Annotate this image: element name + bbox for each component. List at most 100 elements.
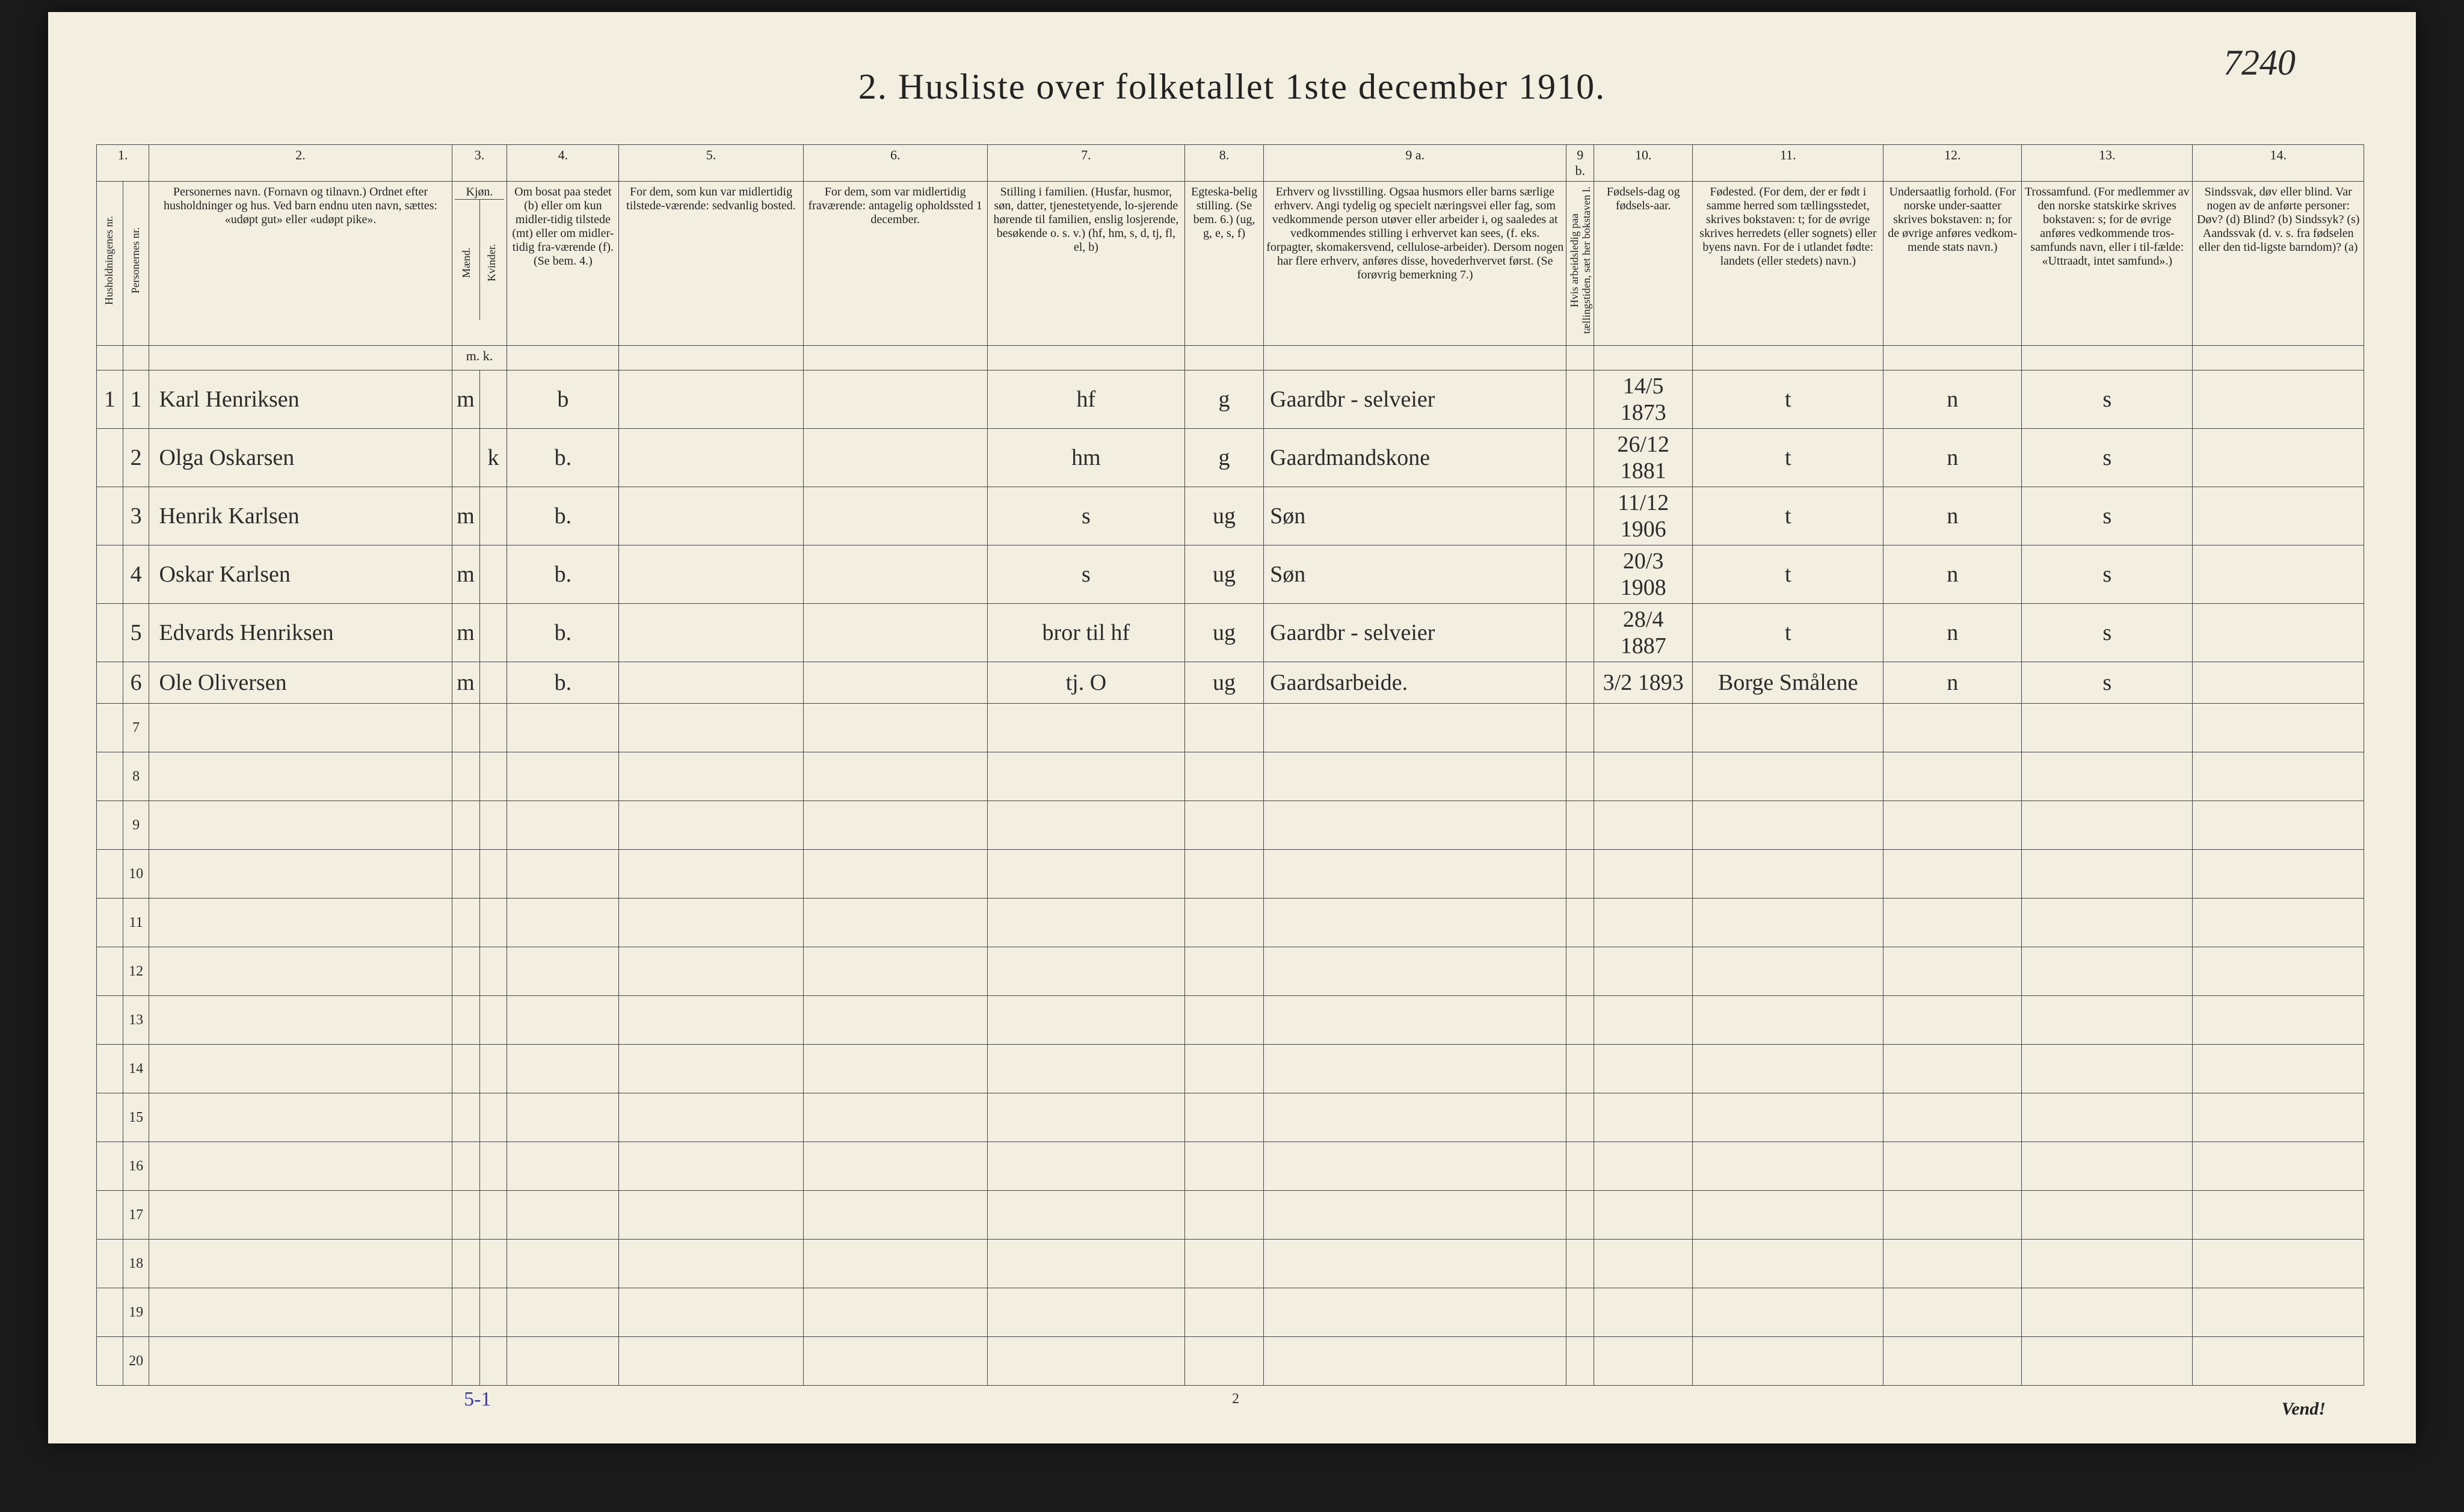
cell-c11: Borge Smålene [1693, 662, 1883, 704]
cell-empty [619, 947, 803, 996]
mk-label: m. k. [452, 346, 507, 370]
cell-m: m [452, 487, 479, 545]
cell-empty [1566, 1240, 1594, 1288]
cell-c14 [2193, 604, 2364, 662]
colnum-4: 4. [507, 145, 619, 182]
cell-empty [1184, 1288, 1263, 1337]
cell-empty [1594, 1240, 1693, 1288]
cell-empty [1566, 947, 1594, 996]
cell-empty [1264, 752, 1566, 801]
cell-hh [97, 545, 123, 604]
cell-c11: t [1693, 604, 1883, 662]
cell-empty [987, 1191, 1184, 1240]
cell-c7: bror til hf [987, 604, 1184, 662]
cell-empty [1693, 801, 1883, 850]
cell-empty [803, 1093, 987, 1142]
cell-empty [619, 1288, 803, 1337]
cell-empty [1566, 704, 1594, 752]
cell-empty [1566, 996, 1594, 1045]
cell-c7: tj. O [987, 662, 1184, 704]
cell-b: b. [507, 429, 619, 487]
cell-c11: t [1693, 429, 1883, 487]
cell-c11: t [1693, 370, 1883, 429]
cell-empty [452, 996, 479, 1045]
cell-c9a: Søn [1264, 545, 1566, 604]
cell-empty [987, 801, 1184, 850]
cell-empty [619, 996, 803, 1045]
cell-c5 [619, 545, 803, 604]
colnum-12: 12. [1883, 145, 2022, 182]
cell-c12: n [1883, 429, 2022, 487]
cell-empty [479, 1093, 507, 1142]
cell-empty [987, 1093, 1184, 1142]
cell-empty [1566, 1093, 1594, 1142]
cell-empty [1883, 704, 2022, 752]
cell-empty [149, 752, 452, 801]
cell-c12: n [1883, 370, 2022, 429]
cell-empty [149, 1093, 452, 1142]
header-birthdate: Fødsels-dag og fødsels-aar. [1594, 182, 1693, 346]
cell-c8: ug [1184, 545, 1263, 604]
cell-pn: 20 [123, 1337, 149, 1386]
cell-c9a: Gaardbr - selveier [1264, 604, 1566, 662]
cell-empty [1264, 1093, 1566, 1142]
cell-pn: 4 [123, 545, 149, 604]
cell-c9b [1566, 487, 1594, 545]
cell-c7: hm [987, 429, 1184, 487]
cell-empty [149, 1240, 452, 1288]
cell-m: m [452, 545, 479, 604]
cell-empty [149, 801, 452, 850]
table-row: 8 [97, 752, 2364, 801]
cell-empty [149, 899, 452, 947]
cell-c8: g [1184, 370, 1263, 429]
handwritten-page-number: 7240 [2223, 42, 2296, 84]
cell-c14 [2193, 487, 2364, 545]
cell-empty [987, 899, 1184, 947]
cell-empty [452, 1337, 479, 1386]
colnum-13: 13. [2022, 145, 2193, 182]
cell-c13: s [2022, 429, 2193, 487]
cell-c11: t [1693, 487, 1883, 545]
cell-empty [1594, 704, 1693, 752]
cell-b: b. [507, 487, 619, 545]
cell-empty [1566, 752, 1594, 801]
cell-hh: 1 [97, 370, 123, 429]
cell-empty [619, 1240, 803, 1288]
header-temp-present: For dem, som kun var midlertidig tilsted… [619, 182, 803, 346]
header-religion: Trossamfund. (For medlemmer av den norsk… [2022, 182, 2193, 346]
header-row: Husholdningenes nr. Personernes nr. Pers… [97, 182, 2364, 346]
cell-empty [149, 1337, 452, 1386]
cell-empty [149, 704, 452, 752]
cell-hh [97, 850, 123, 899]
cell-c9a: Gaardbr - selveier [1264, 370, 1566, 429]
cell-hh [97, 487, 123, 545]
cell-empty [1184, 1093, 1263, 1142]
colnum-9a: 9 a. [1264, 145, 1566, 182]
table-row: 10 [97, 850, 2364, 899]
cell-pn: 13 [123, 996, 149, 1045]
cell-name: Henrik Karlsen [149, 487, 452, 545]
cell-empty [619, 704, 803, 752]
cell-c10: 14/5 1873 [1594, 370, 1693, 429]
cell-pn: 9 [123, 801, 149, 850]
cell-empty [987, 996, 1184, 1045]
cell-c9b [1566, 429, 1594, 487]
cell-c9b [1566, 604, 1594, 662]
cell-hh [97, 1288, 123, 1337]
cell-c9b [1566, 545, 1594, 604]
cell-empty [2022, 704, 2193, 752]
cell-empty [1594, 947, 1693, 996]
cell-c10: 26/12 1881 [1594, 429, 1693, 487]
cell-empty [479, 1337, 507, 1386]
cell-empty [149, 996, 452, 1045]
cell-pn: 5 [123, 604, 149, 662]
cell-name: Edvards Henriksen [149, 604, 452, 662]
cell-empty [1594, 1045, 1693, 1093]
cell-empty [1264, 899, 1566, 947]
table-row: 13 [97, 996, 2364, 1045]
cell-c9b [1566, 370, 1594, 429]
table-row: 12 [97, 947, 2364, 996]
cell-empty [987, 947, 1184, 996]
cell-empty [619, 850, 803, 899]
cell-c12: n [1883, 604, 2022, 662]
